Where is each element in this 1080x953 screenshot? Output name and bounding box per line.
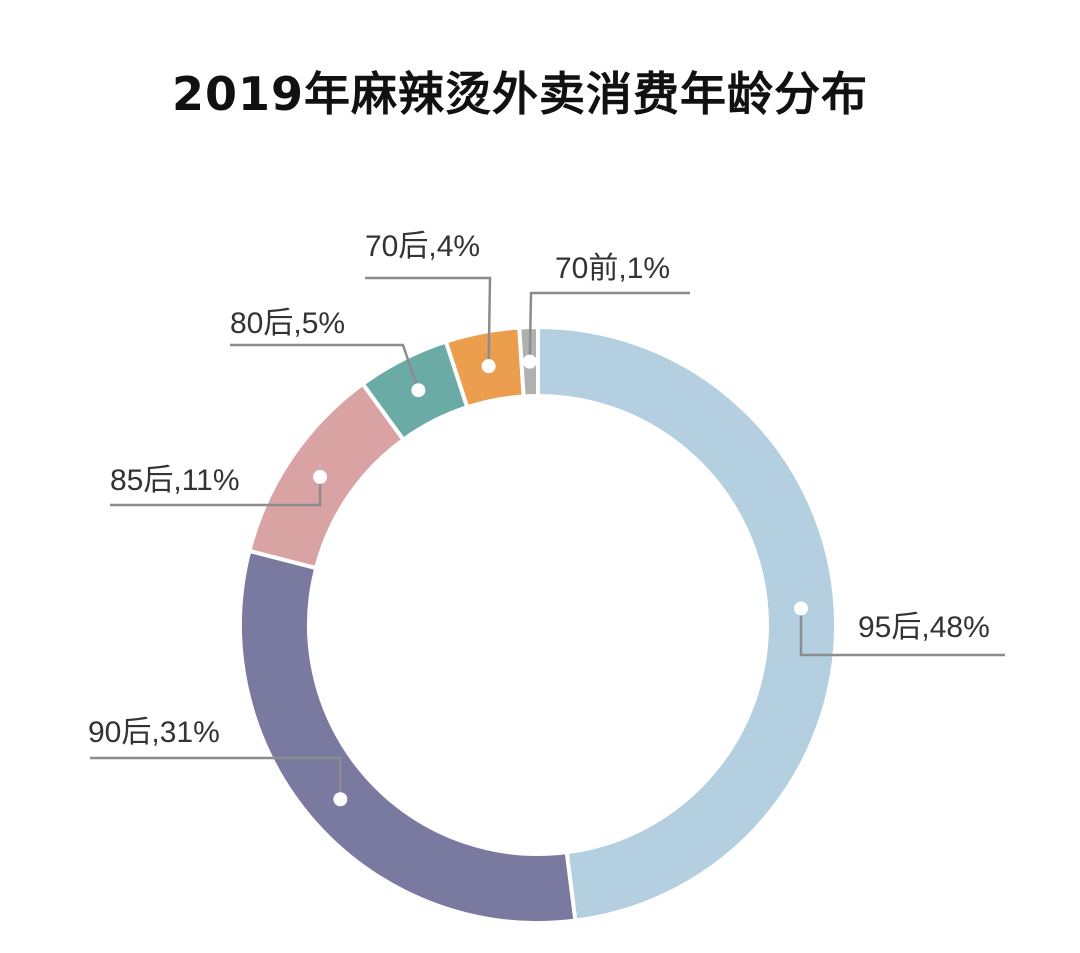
leader-line-95后 [799, 608, 1005, 657]
slice-label-85后: 85后,11% [110, 464, 240, 497]
leader-dot-70后 [481, 359, 496, 374]
chart-title: 2019年麻辣烫外卖消费年龄分布 [171, 67, 869, 121]
slice-label-90后: 90后,31% [88, 716, 220, 749]
slice-label-80后: 80后,5% [230, 307, 345, 340]
leader-dot-95后 [793, 601, 808, 616]
slices-group [238, 324, 838, 925]
leader-line-70前 [528, 291, 690, 362]
slice-label-70前: 70前,1% [555, 252, 670, 285]
slice-95后 [536, 324, 838, 923]
leader-dot-85后 [313, 469, 328, 484]
leaders-group: 95后,48% 90后,31% 85后,11% 80后,5% 70后,4% 70前,1% [88, 230, 1005, 807]
leader-dot-70前 [522, 354, 537, 369]
leader-line-80后 [230, 343, 420, 391]
slice-90后 [238, 548, 578, 925]
leader-line-90后 [90, 756, 342, 800]
slice-label-70后: 70后,4% [365, 230, 480, 263]
leader-dot-80后 [411, 383, 426, 398]
leader-line-85后 [110, 476, 322, 507]
leader-line-70后 [365, 276, 492, 367]
slice-label-95后: 95后,48% [858, 611, 990, 644]
leader-dot-90后 [333, 792, 348, 807]
